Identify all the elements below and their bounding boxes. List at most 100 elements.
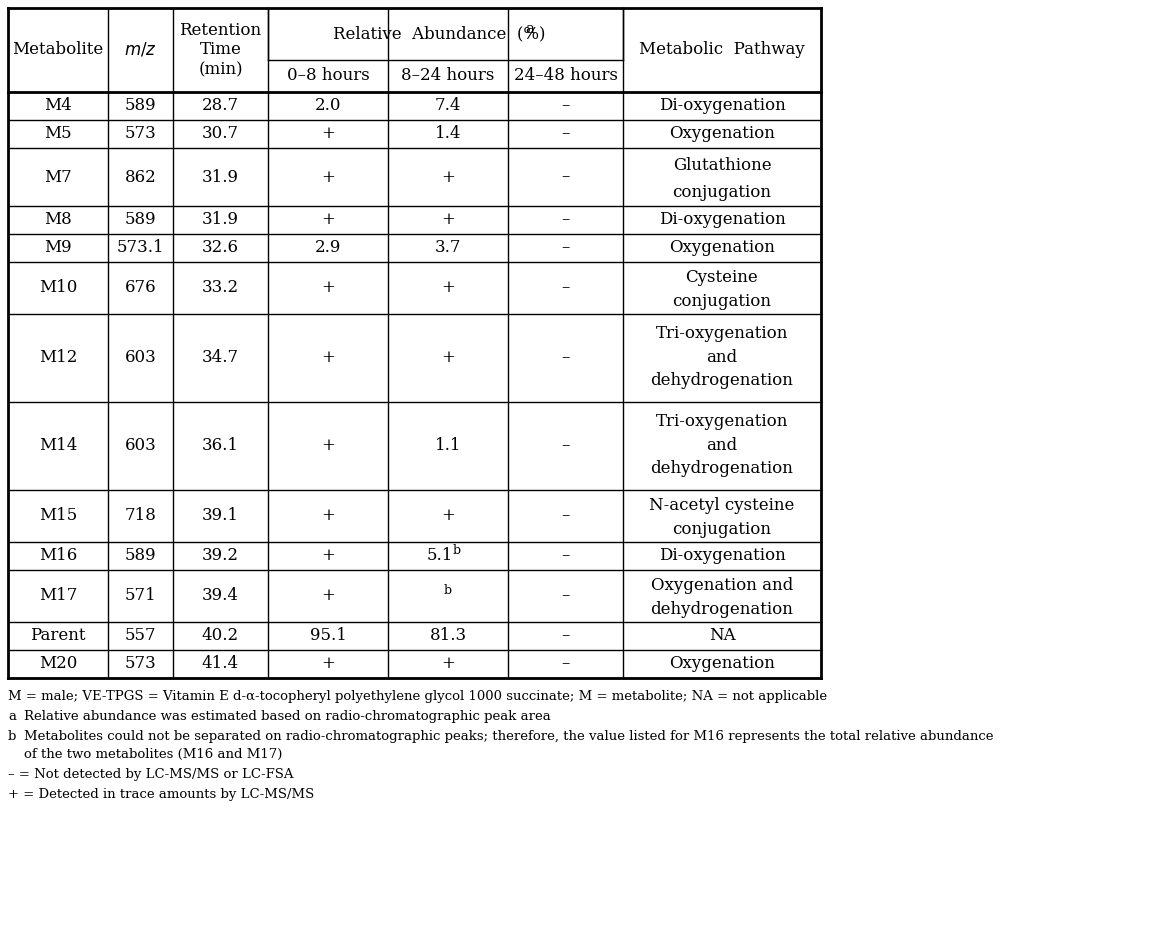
Text: M17: M17 xyxy=(39,588,77,604)
Text: –: – xyxy=(562,508,570,525)
Text: +: + xyxy=(321,655,335,672)
Text: Di-oxygenation: Di-oxygenation xyxy=(658,98,786,115)
Text: M12: M12 xyxy=(39,350,77,367)
Text: Oxygenation: Oxygenation xyxy=(669,240,775,257)
Text: Metabolic  Pathway: Metabolic Pathway xyxy=(639,41,805,58)
Text: 39.2: 39.2 xyxy=(202,547,239,565)
Text: and: and xyxy=(706,349,738,366)
Text: M10: M10 xyxy=(39,279,77,296)
Text: 39.4: 39.4 xyxy=(202,588,239,604)
Text: b: b xyxy=(443,585,452,598)
Text: Retention
Time
(min): Retention Time (min) xyxy=(179,22,262,78)
Text: –: – xyxy=(562,350,570,367)
Text: 3.7: 3.7 xyxy=(435,240,461,257)
Text: a: a xyxy=(8,710,16,723)
Text: +: + xyxy=(441,279,455,296)
Text: M20: M20 xyxy=(39,655,77,672)
Text: Cysteine: Cysteine xyxy=(686,269,759,286)
Text: Relative  Abundance  (%): Relative Abundance (%) xyxy=(333,25,545,42)
Text: M15: M15 xyxy=(39,508,77,525)
Text: Glutathione: Glutathione xyxy=(672,157,772,174)
Text: +: + xyxy=(321,168,335,185)
Text: +: + xyxy=(321,588,335,604)
Text: –: – xyxy=(562,126,570,143)
Text: 557: 557 xyxy=(124,628,156,645)
Text: M14: M14 xyxy=(39,437,77,455)
Text: M4: M4 xyxy=(45,98,72,115)
Text: –: – xyxy=(562,628,570,645)
Text: conjugation: conjugation xyxy=(672,522,772,539)
Text: M9: M9 xyxy=(45,240,72,257)
Text: 0–8 hours: 0–8 hours xyxy=(286,68,369,85)
Text: 1.1: 1.1 xyxy=(435,437,461,455)
Text: +: + xyxy=(321,212,335,228)
Text: Oxygenation: Oxygenation xyxy=(669,655,775,672)
Text: Relative abundance was estimated based on radio-chromatographic peak area: Relative abundance was estimated based o… xyxy=(23,710,551,723)
Text: +: + xyxy=(441,168,455,185)
Text: 39.1: 39.1 xyxy=(202,508,239,525)
Text: Oxygenation: Oxygenation xyxy=(669,126,775,143)
Text: 573: 573 xyxy=(124,655,156,672)
Text: M = male; VE-TPGS = Vitamin E d-α-tocopheryl polyethylene glycol 1000 succinate;: M = male; VE-TPGS = Vitamin E d-α-tocoph… xyxy=(8,690,827,703)
Text: 34.7: 34.7 xyxy=(202,350,239,367)
Text: –: – xyxy=(562,547,570,565)
Text: 676: 676 xyxy=(124,279,156,296)
Text: –: – xyxy=(562,437,570,455)
Text: + = Detected in trace amounts by LC-MS/MS: + = Detected in trace amounts by LC-MS/M… xyxy=(8,788,314,801)
Text: +: + xyxy=(321,350,335,367)
Text: 41.4: 41.4 xyxy=(202,655,239,672)
Text: dehydrogenation: dehydrogenation xyxy=(651,372,793,389)
Text: 573: 573 xyxy=(124,126,156,143)
Text: 5.1: 5.1 xyxy=(427,547,453,565)
Text: b: b xyxy=(453,544,461,557)
Text: Tri-oxygenation: Tri-oxygenation xyxy=(656,325,788,342)
Text: –: – xyxy=(562,240,570,257)
Text: +: + xyxy=(441,655,455,672)
Text: Di-oxygenation: Di-oxygenation xyxy=(658,212,786,228)
Text: dehydrogenation: dehydrogenation xyxy=(651,602,793,619)
Text: and: and xyxy=(706,436,738,453)
Text: +: + xyxy=(441,350,455,367)
Text: a: a xyxy=(526,22,534,36)
Text: 603: 603 xyxy=(124,437,156,455)
Text: conjugation: conjugation xyxy=(672,293,772,310)
Text: N-acetyl cysteine: N-acetyl cysteine xyxy=(650,497,794,514)
Text: –: – xyxy=(562,655,570,672)
Text: 862: 862 xyxy=(124,168,156,185)
Text: M16: M16 xyxy=(39,547,77,565)
Text: Oxygenation and: Oxygenation and xyxy=(651,577,793,594)
Text: 589: 589 xyxy=(124,212,156,228)
Text: 33.2: 33.2 xyxy=(202,279,239,296)
Text: M8: M8 xyxy=(45,212,72,228)
Text: 32.6: 32.6 xyxy=(202,240,239,257)
Text: –: – xyxy=(562,588,570,604)
Text: 30.7: 30.7 xyxy=(202,126,239,143)
Text: 40.2: 40.2 xyxy=(202,628,239,645)
Text: b: b xyxy=(8,730,16,743)
Text: 571: 571 xyxy=(124,588,156,604)
Text: –: – xyxy=(562,212,570,228)
Text: –: – xyxy=(562,279,570,296)
Text: Parent: Parent xyxy=(30,628,86,645)
Text: – = Not detected by LC-MS/MS or LC-FSA: – = Not detected by LC-MS/MS or LC-FSA xyxy=(8,768,293,781)
Text: +: + xyxy=(321,126,335,143)
Text: +: + xyxy=(321,508,335,525)
Text: +: + xyxy=(321,547,335,565)
Text: $m/z$: $m/z$ xyxy=(124,41,157,59)
Text: 573.1: 573.1 xyxy=(116,240,164,257)
Text: 7.4: 7.4 xyxy=(435,98,461,115)
Text: Tri-oxygenation: Tri-oxygenation xyxy=(656,413,788,431)
Text: dehydrogenation: dehydrogenation xyxy=(651,460,793,477)
Text: 95.1: 95.1 xyxy=(310,628,346,645)
Text: 28.7: 28.7 xyxy=(202,98,239,115)
Text: Di-oxygenation: Di-oxygenation xyxy=(658,547,786,565)
Text: 8–24 hours: 8–24 hours xyxy=(401,68,495,85)
Text: +: + xyxy=(321,437,335,455)
Text: 31.9: 31.9 xyxy=(202,168,239,185)
Text: +: + xyxy=(441,212,455,228)
Text: 603: 603 xyxy=(124,350,156,367)
Text: –: – xyxy=(562,98,570,115)
Text: 36.1: 36.1 xyxy=(202,437,239,455)
Text: –: – xyxy=(562,168,570,185)
Text: 2.0: 2.0 xyxy=(314,98,341,115)
